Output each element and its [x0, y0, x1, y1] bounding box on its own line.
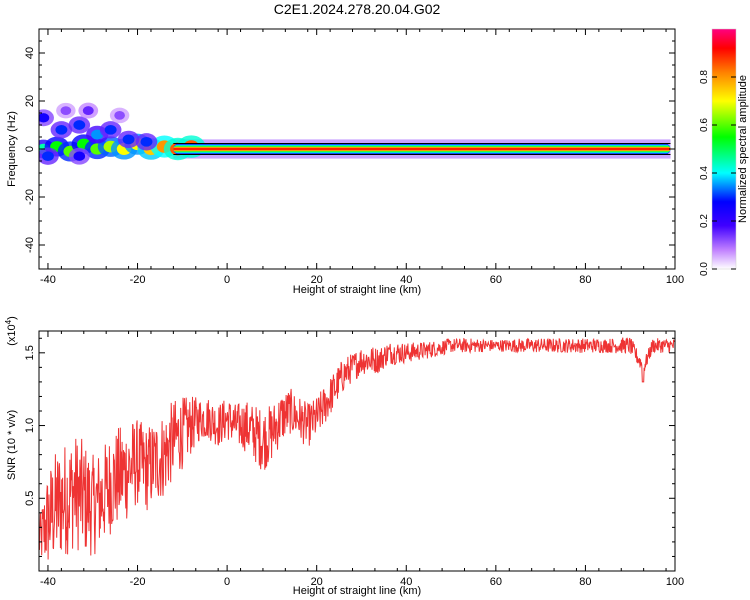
- heatmap-blob-core: [39, 113, 50, 123]
- y-tick-label: 0.5: [24, 491, 36, 506]
- x-tick-label: 60: [490, 274, 502, 286]
- snr-y-multiplier: (x104): [4, 316, 18, 346]
- x-tick-label: 100: [666, 274, 684, 286]
- x-tick-label: 20: [311, 274, 323, 286]
- x-tick-label: 80: [579, 576, 591, 588]
- heatmap-blob-core: [60, 106, 72, 115]
- snr-y-axis: 0.5 1.0 1.5: [24, 337, 675, 557]
- snr-x-axis: -40 -20 0 20 40 60 80 100: [38, 331, 684, 588]
- x-tick-label: 60: [490, 576, 502, 588]
- heatmap-y-label: Frequency (Hz): [6, 111, 18, 187]
- x-tick-label: -20: [130, 576, 146, 588]
- heatmap-blob-core: [82, 106, 94, 116]
- x-tick-label: 80: [579, 274, 591, 286]
- x-tick-label: 20: [311, 576, 323, 588]
- figure-title: C2E1.2024.278.20.04.G02: [274, 1, 441, 17]
- snr-x-label: Height of straight line (km): [293, 585, 421, 597]
- x-tick-label: -20: [130, 274, 146, 286]
- y-tick-label: 20: [24, 95, 36, 107]
- x-tick-label: -40: [40, 274, 56, 286]
- snr-y-label: SNR (10 * v/v): [6, 410, 18, 480]
- snr-series-line: [39, 336, 675, 560]
- colorbar-label: Normalized spectral amplitude: [737, 75, 749, 223]
- colorbar-frame: [711, 28, 737, 270]
- colorbar-tick-label: 0.8: [699, 70, 710, 84]
- colorbar-ticks: 0.0 0.2 0.4 0.6 0.8: [699, 70, 736, 276]
- x-tick-label: 40: [400, 274, 412, 286]
- heatmap-blob-core: [140, 136, 153, 147]
- y-tick-label: 1.0: [24, 418, 36, 433]
- x-tick-label: -40: [40, 576, 56, 588]
- x-tick-label: 0: [224, 576, 230, 588]
- colorbar-gradient: [712, 29, 736, 269]
- heatmap-panel: -40 -20 0 20 40 60 80 100 -40 -20 0 20 40 Height of…: [6, 28, 684, 296]
- heatmap-blob-core: [73, 120, 86, 130]
- snr-plot-area: [39, 336, 675, 560]
- heatmap-blob-core: [73, 151, 86, 161]
- colorbar-tick-label: 0.2: [699, 214, 710, 228]
- snr-frame: [38, 330, 676, 572]
- heatmap-x-axis: -40 -20 0 20 40 60 80 100: [38, 29, 684, 286]
- heatmap-blob-core: [55, 124, 68, 135]
- y-tick-label: 0: [24, 146, 36, 152]
- snr-panel: -40 -20 0 20 40 60 80 100 0.5 1.0 1.5 Height of s…: [4, 316, 684, 597]
- x-tick-label: 0: [224, 274, 230, 286]
- heatmap-y-axis: -40 -20 0 20 40: [24, 40, 675, 258]
- y-tick-label: 1.5: [24, 345, 36, 360]
- colorbar-tick-label: 0.6: [699, 118, 710, 132]
- x-tick-label: 40: [400, 576, 412, 588]
- y-tick-label: -20: [24, 189, 36, 205]
- heatmap-x-label: Height of straight line (km): [293, 284, 421, 296]
- colorbar-tick-label: 0.4: [699, 166, 710, 180]
- heatmap-ridge-band: [173, 147, 671, 151]
- heatmap-blob-core: [114, 111, 125, 120]
- y-tick-label: -40: [24, 237, 36, 253]
- heatmap-blob-core: [42, 151, 54, 162]
- x-tick-label: 100: [666, 576, 684, 588]
- heatmap-blob-core: [122, 134, 135, 145]
- heatmap-plot-area: [39, 102, 671, 165]
- heatmap-blob-core: [104, 124, 117, 135]
- y-tick-label: 40: [24, 47, 36, 59]
- colorbar: 0.0 0.2 0.4 0.6 0.8 Normalized spectral ampl…: [699, 28, 749, 276]
- colorbar-tick-label: 0.0: [699, 262, 710, 276]
